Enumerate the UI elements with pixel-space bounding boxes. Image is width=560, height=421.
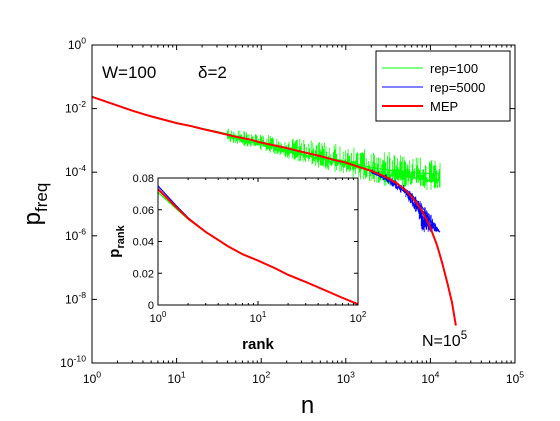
annotation-w: W=100	[102, 63, 156, 82]
x-tick-label: 102	[252, 370, 270, 386]
legend: rep=100 rep=5000 MEP	[375, 50, 511, 122]
inset-y-tick-label: 0.04	[133, 237, 154, 249]
main-axes-frame	[91, 44, 516, 364]
inset-background	[158, 178, 358, 305]
y-tick-label: 100	[68, 36, 86, 52]
main-plot: 100 101 102 103 104 105 100 10-2 10-4 10-6 10-8 10-…	[19, 36, 524, 419]
inset-x-tick-label: 101	[250, 310, 267, 325]
x-axis-label: n	[301, 392, 314, 419]
y-tick-label: 10-6	[65, 226, 86, 242]
x-tick-label: 100	[83, 370, 101, 386]
y-tick-label: 10-4	[65, 163, 86, 179]
inset-plot: 100 101 102 0 0.02 0.04 0.06 0.08 rank prank	[106, 173, 366, 353]
y-axis-label: pfreq	[19, 183, 51, 226]
legend-label-MEP: MEP	[430, 99, 458, 114]
inset-y-tick-label: 0	[148, 300, 154, 312]
y-tick-label: 10-8	[65, 290, 86, 306]
series-line-MEP	[91, 95, 457, 326]
inset-y-axis-label: prank	[106, 224, 127, 257]
inset-series-line-2	[157, 188, 359, 306]
annotation-delta: δ=2	[198, 63, 227, 82]
x-tick-label: 104	[421, 370, 439, 386]
inset-x-tick-label: 102	[350, 310, 367, 325]
x-tick-label: 101	[168, 370, 186, 386]
inset-y-tick-label: 0.08	[133, 173, 154, 185]
x-tick-label: 103	[337, 370, 355, 386]
legend-label-rep-100: rep=100	[430, 61, 478, 76]
inset-x-tick-label: 100	[150, 310, 167, 325]
legend-label-rep-5000: rep=5000	[430, 80, 485, 95]
legend-box	[375, 50, 511, 122]
y-tick-label: 10-10	[60, 354, 86, 370]
x-tick-label: 105	[506, 370, 524, 386]
inset-y-tick-label: 0.02	[133, 268, 154, 280]
y-tick-label: 10-2	[65, 99, 86, 115]
inset-y-tick-label: 0.06	[133, 205, 154, 217]
annotation-n: N=105	[422, 330, 467, 350]
inset-x-axis-label: rank	[242, 336, 274, 353]
